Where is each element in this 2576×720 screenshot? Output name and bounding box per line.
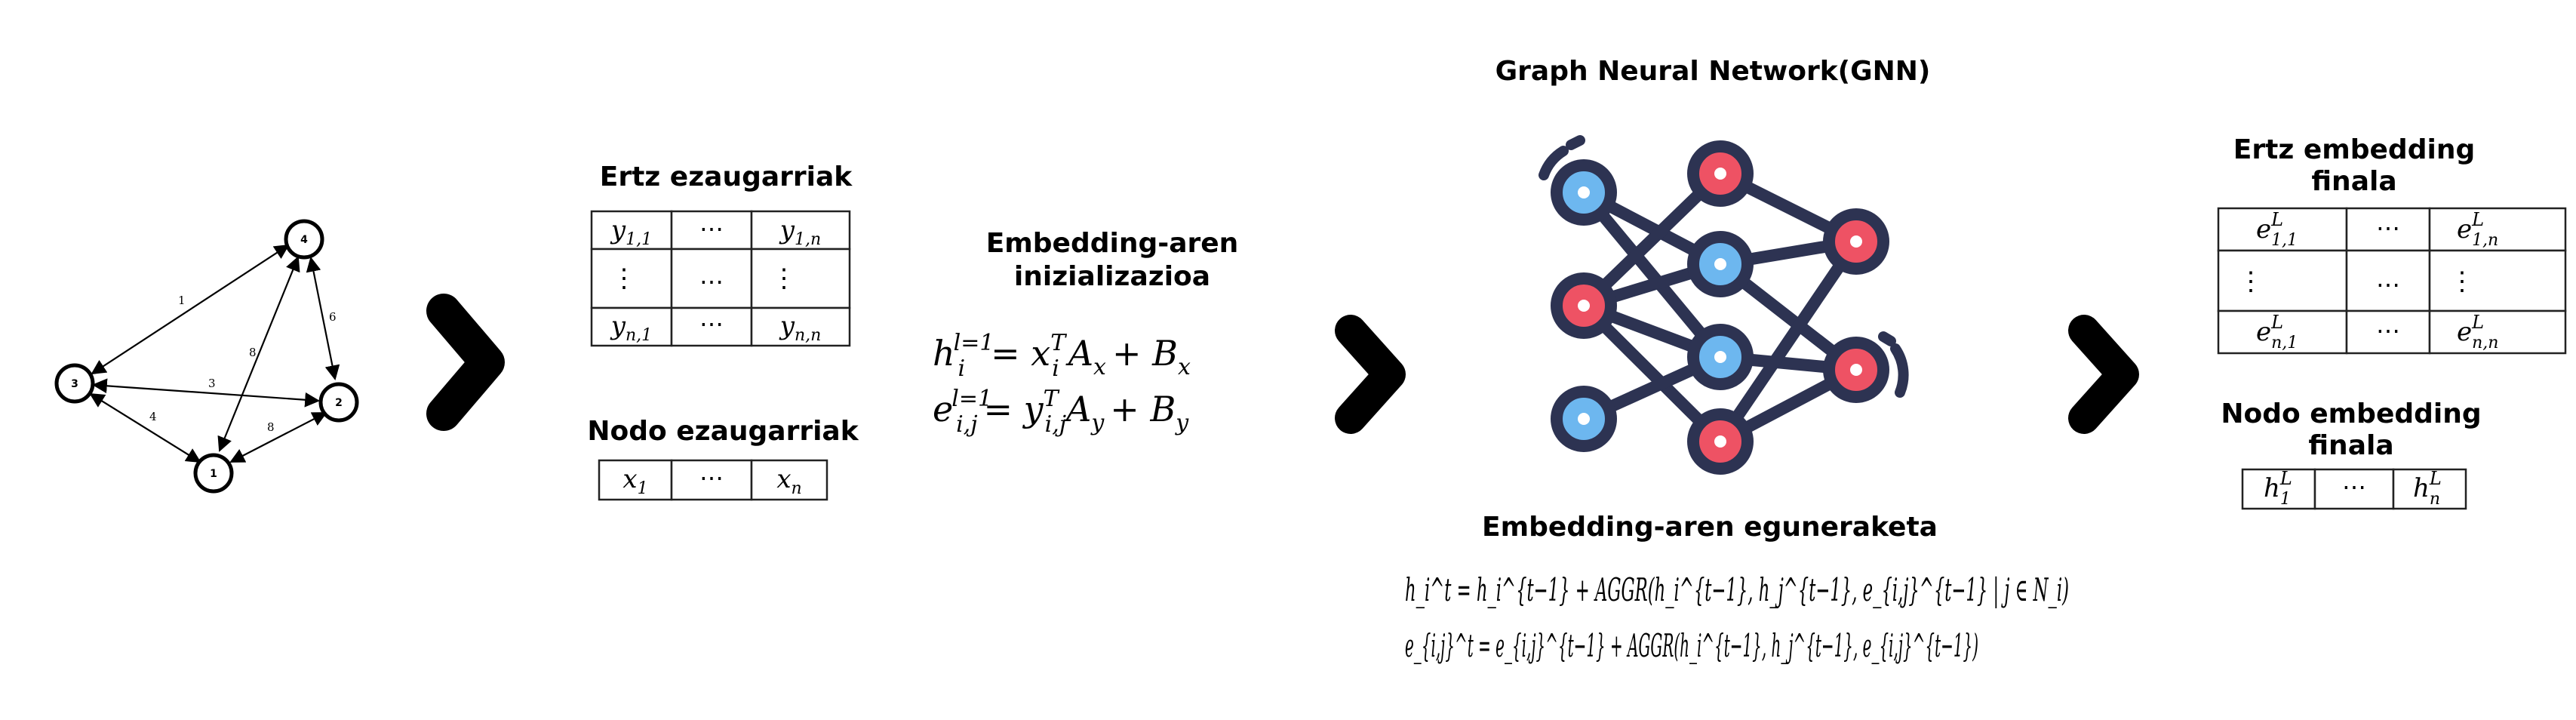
edge-feature-cell-1-2: ⋯ [699, 214, 724, 243]
node-features-title: Nodo ezaugarriak [587, 416, 859, 447]
init-equation-e: el=1 i,j = yT i,jAy + By [933, 386, 1189, 438]
final-node-table: hL 1 ⋯ hL n [2241, 468, 2467, 510]
update-equation-e: e_{i,j}^t = e_{i,j}^{t−1} + AGGR(h_i^{t−… [1405, 627, 1978, 664]
graph-edge-4-2 [306, 257, 340, 380]
edge-weight-1-2: 8 [267, 420, 275, 434]
final-edge-cell-3-2: ⋯ [2376, 316, 2400, 345]
final-edge-title-line1: Ertz embedding [2233, 134, 2475, 165]
edge-feature-cell-2-2: ⋯ [699, 267, 724, 296]
node-feature-cell-1: x1 [622, 464, 647, 498]
final-edge-cell-3-1: eL n,1 [2256, 312, 2298, 352]
final-edge-table: eL 1,1 ⋯ eL 1,n ⋮ ⋯ ⋮ eL n,1 ⋯ eL n,n [2217, 207, 2567, 355]
final-node-block: Nodo embedding finala hL 1 ⋯ hL n [2221, 398, 2482, 510]
init-title-line2: inizializazioa [1014, 261, 1210, 292]
final-node-cell-2: ⋯ [2342, 472, 2366, 501]
gnn-block: Graph Neural Network(GNN) [1495, 56, 1931, 475]
final-edge-cell-1-3: eL 1,n [2457, 209, 2498, 250]
final-edge-cell-3-3: eL n,n [2457, 312, 2498, 352]
final-node-title-line1: Nodo embedding [2221, 398, 2481, 429]
edge-weight-3-4: 1 [178, 294, 186, 307]
edge-feature-cell-1-1: y1,1 [610, 215, 652, 249]
edge-weight-3-2: 3 [208, 377, 216, 390]
graph-node-4: 4 [284, 219, 324, 260]
svg-text:4: 4 [300, 234, 308, 246]
edge-weight-4-2: 6 [329, 310, 337, 324]
graph-edge-3-1 [89, 392, 201, 463]
edge-weight-3-1: 4 [149, 410, 157, 423]
update-equation-h: h_i^t = h_i^{t−1} + AGGR(h_i^{t−1}, h_j^… [1405, 571, 2069, 608]
final-edge-cell-2-1: ⋮ [2238, 266, 2264, 297]
edge-feature-cell-2-1: ⋮ [611, 263, 637, 294]
node-feature-cell-3: xn [776, 464, 801, 498]
edge-feature-cell-3-1: yn,1 [610, 311, 652, 345]
final-edge-cell-2-2: ⋯ [2376, 270, 2400, 299]
neural-network-icon [1539, 135, 1909, 475]
final-edge-cell-2-3: ⋮ [2449, 266, 2475, 297]
graph-node-3: 3 [54, 363, 95, 404]
node-features-block: Nodo ezaugarriak x1 ⋯ xn [587, 416, 859, 501]
svg-text:3: 3 [71, 378, 78, 390]
edge-feature-cell-2-3: ⋮ [771, 263, 797, 294]
edge-weight-4-1: 8 [249, 346, 257, 359]
graph-edge-3-2 [92, 378, 320, 408]
graph-node-1: 1 [193, 453, 234, 494]
final-edge-block: Ertz embedding finala eL 1,1 ⋯ eL 1,n ⋮ ⋯ … [2217, 134, 2567, 355]
graph-edge-4-1 [217, 256, 300, 452]
input-graph: 1 6 3 8 4 8 4 3 2 1 [54, 219, 359, 494]
init-equation-h: hl=1 i = xT i Ax + Bx [933, 330, 1191, 382]
node-feature-cell-2: ⋯ [699, 463, 724, 492]
edge-features-block: Ertz ezaugarriak y1,1 ⋯ y1,n ⋮ ⋯ ⋮ yn,1 … [590, 162, 853, 347]
init-block: Embedding-aren inizializazioa hl=1 i = xT i… [933, 228, 1238, 438]
edge-feature-cell-3-2: ⋯ [699, 309, 724, 338]
svg-text:2: 2 [335, 397, 343, 409]
final-node-cell-3: hL n [2413, 468, 2442, 509]
edge-features-title: Ertz ezaugarriak [600, 162, 853, 192]
chevron-right-icon [1335, 315, 1406, 434]
final-edge-title-line2: finala [2311, 166, 2396, 197]
final-node-title-line2: finala [2308, 430, 2393, 461]
update-title: Embedding-aren eguneraketa [1482, 512, 1938, 543]
chevron-right-icon [2068, 315, 2139, 434]
node-features-table: x1 ⋯ xn [598, 459, 828, 501]
update-block: Embedding-aren eguneraketa h_i^t = h_i^{… [1405, 512, 2069, 664]
init-title-line1: Embedding-aren [986, 228, 1239, 259]
gnn-title: Graph Neural Network(GNN) [1495, 56, 1931, 87]
chevron-right-icon [426, 294, 505, 431]
graph-node-2: 2 [318, 382, 359, 423]
final-node-cell-1: hL 1 [2264, 468, 2292, 509]
edge-feature-cell-3-3: yn,n [779, 311, 822, 345]
final-edge-cell-1-2: ⋯ [2376, 214, 2400, 242]
edge-features-table: y1,1 ⋯ y1,n ⋮ ⋯ ⋮ yn,1 ⋯ yn,n [590, 210, 851, 347]
edge-feature-cell-1-3: y1,n [779, 215, 821, 249]
svg-text:1: 1 [210, 468, 217, 480]
graph-edge-1-2 [229, 412, 327, 463]
final-edge-cell-1-1: eL 1,1 [2256, 209, 2298, 250]
